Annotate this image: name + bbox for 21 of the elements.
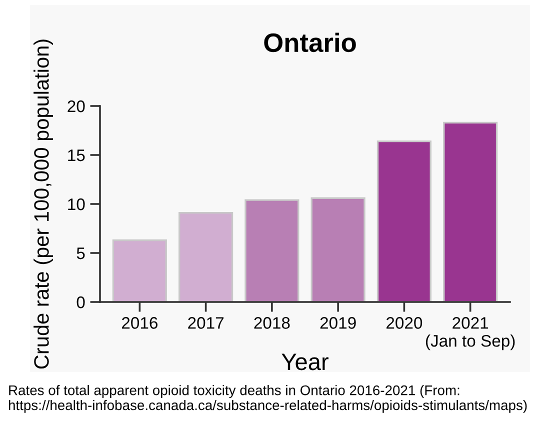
bar	[178, 212, 234, 302]
x-tick-label: 2019	[320, 317, 356, 329]
chart-title: Ontario	[264, 32, 356, 52]
bar	[443, 122, 498, 302]
x-tick-label: 2020	[386, 317, 422, 329]
y-tick-label: 5	[76, 248, 85, 260]
x-tick-label: 2017	[188, 317, 224, 329]
bar	[376, 140, 432, 302]
x-tick-label: 2018	[254, 317, 290, 329]
bar	[244, 199, 300, 302]
bar	[310, 197, 366, 302]
y-axis-title: Crude rate (per 100,000 population)	[34, 40, 53, 369]
x-axis-title: Year	[282, 354, 328, 370]
y-tick-label: 10	[68, 198, 85, 210]
x-tick-label: 2021 (Jan to Sep)	[426, 317, 515, 350]
x-tick-label: 2016	[122, 317, 158, 329]
text: Rates of total apparent opioid toxicity deaths in Ontario 2016-2021 (From: https://health-infobase.canada.ca/substance-related-harms/opioids-stimulants/maps)	[8, 385, 527, 413]
bar	[112, 239, 167, 302]
y-tick-label: 15	[68, 150, 85, 162]
y-tick-label: 0	[76, 296, 85, 308]
y-tick-label: 20	[68, 100, 85, 112]
